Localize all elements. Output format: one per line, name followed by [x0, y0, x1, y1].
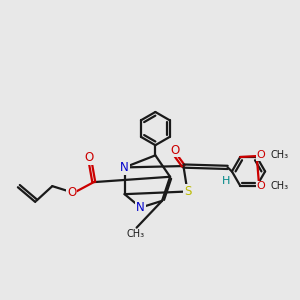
- Text: CH₃: CH₃: [126, 229, 144, 239]
- Text: O: O: [256, 150, 265, 161]
- Text: O: O: [67, 186, 76, 199]
- Text: H: H: [222, 176, 230, 186]
- Text: O: O: [256, 182, 265, 191]
- Text: S: S: [184, 185, 191, 198]
- Text: O: O: [85, 151, 94, 164]
- Text: CH₃: CH₃: [271, 150, 289, 161]
- Text: CH₃: CH₃: [271, 182, 289, 191]
- Text: N: N: [120, 161, 129, 174]
- Text: O: O: [171, 143, 180, 157]
- Text: N: N: [136, 201, 145, 214]
